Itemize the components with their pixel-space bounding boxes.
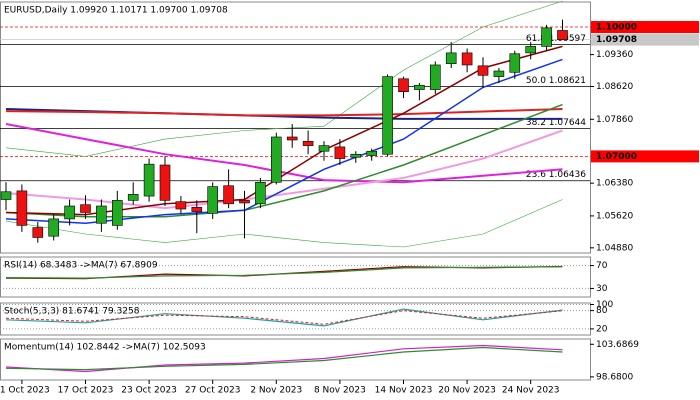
x-tick-label: 14 Nov 2023 [375, 386, 433, 396]
candle-body [207, 186, 218, 214]
candle-body [318, 145, 330, 152]
candle-body [414, 84, 425, 90]
panel-frame [0, 1, 591, 254]
level-label: 61.8 1.09597 [526, 34, 586, 44]
x-tick-label: 24 Nov 2023 [502, 386, 560, 396]
candle-body [525, 46, 537, 54]
indicator-line [5, 129, 563, 210]
candle-body [398, 78, 409, 93]
candle-body [445, 52, 457, 64]
price-box [591, 150, 699, 163]
indicator-line [5, 266, 563, 279]
level-label: 50.0 1.08621 [526, 76, 586, 86]
panel-title: RSI(14) 68.3483 ->MA(7) 67.8909 [4, 261, 158, 271]
candle-body [191, 206, 203, 212]
candle-body [366, 150, 378, 156]
price-box-label: 1.07000 [596, 152, 637, 162]
price-box [591, 21, 699, 34]
y-tick-label: 103.6869 [596, 340, 639, 350]
candle-body [64, 205, 75, 220]
panel-title: EURUSD,Daily 1.09920 1.10171 1.09700 1.0… [4, 6, 228, 16]
indicator-line [5, 346, 563, 371]
indicator-line [5, 123, 563, 184]
indicator-line [5, 308, 563, 327]
y-tick-label: 20 [596, 324, 608, 334]
indicator-line [5, 310, 563, 325]
panel-frame [0, 256, 591, 298]
candle-body [32, 227, 44, 238]
indicator-line [5, 344, 563, 373]
candle-body [302, 141, 314, 146]
x-tick-label: 17 Oct 2023 [58, 386, 114, 396]
price-box-label: 1.09708 [596, 35, 637, 45]
candle-body [175, 201, 187, 210]
indicator-line [5, 108, 563, 120]
candle-body [493, 70, 505, 77]
indicator-line [5, 0, 563, 157]
candle-body [350, 153, 362, 158]
indicator-line [5, 58, 563, 224]
x-tick-label: 2 Nov 2023 [250, 386, 302, 396]
candle-body [429, 64, 441, 90]
panel-frame [0, 338, 591, 381]
candle-body [96, 205, 107, 224]
y-tick-label: 1.06380 [596, 179, 633, 189]
x-tick-label: 20 Nov 2023 [438, 386, 496, 396]
candle-body [0, 191, 12, 200]
y-tick-label: 1.05620 [596, 211, 633, 221]
candle-body [112, 200, 123, 226]
y-tick-label: 1.09360 [596, 50, 633, 60]
indicator-line [5, 199, 563, 248]
candle-body [286, 136, 298, 141]
y-tick-label: 100 [596, 300, 613, 310]
panel-frame [0, 302, 591, 336]
x-tick-label: 27 Oct 2023 [185, 386, 241, 396]
indicator-line [5, 108, 563, 117]
y-tick-label: 70 [596, 261, 608, 271]
candle-body [159, 164, 171, 201]
panel-title: Stoch(5,3,3) 81.6741 79.3258 [4, 307, 140, 317]
price-box [591, 33, 699, 46]
level-label: 38.2 1.07644 [526, 118, 586, 128]
candle-body [557, 30, 568, 40]
price-box-label: 1.10000 [596, 23, 637, 33]
candle-body [541, 27, 552, 47]
x-tick-label: 23 Oct 2023 [121, 386, 177, 396]
candle-body [270, 136, 282, 183]
x-tick-label: 8 Nov 2023 [314, 386, 366, 396]
y-tick-label: 98.6800 [596, 372, 633, 382]
candle-body [255, 181, 266, 205]
x-tick-label: 11 Oct 2023 [0, 386, 50, 396]
candle-body [143, 163, 155, 197]
panel-title: Momentum(14) 102.8442 ->MA(7) 102.5093 [4, 343, 206, 353]
candle-body [461, 52, 473, 66]
candle-body [509, 53, 521, 73]
y-tick-label: 80 [596, 306, 608, 316]
candle-body [477, 65, 489, 76]
candle-body [80, 204, 91, 213]
y-tick-label: 1.08620 [596, 82, 633, 92]
candle-body [223, 185, 234, 205]
y-tick-label: 1.07860 [596, 115, 633, 125]
candle-body [48, 218, 60, 237]
y-tick-label: 30 [596, 284, 608, 294]
candle-body [239, 200, 250, 204]
candle-body [16, 190, 28, 226]
level-label: 23.6 1.06436 [526, 170, 586, 180]
candle-body [127, 194, 139, 201]
candle-body [334, 146, 346, 159]
y-tick-label: 1.04880 [596, 243, 633, 253]
candle-body [382, 76, 393, 155]
